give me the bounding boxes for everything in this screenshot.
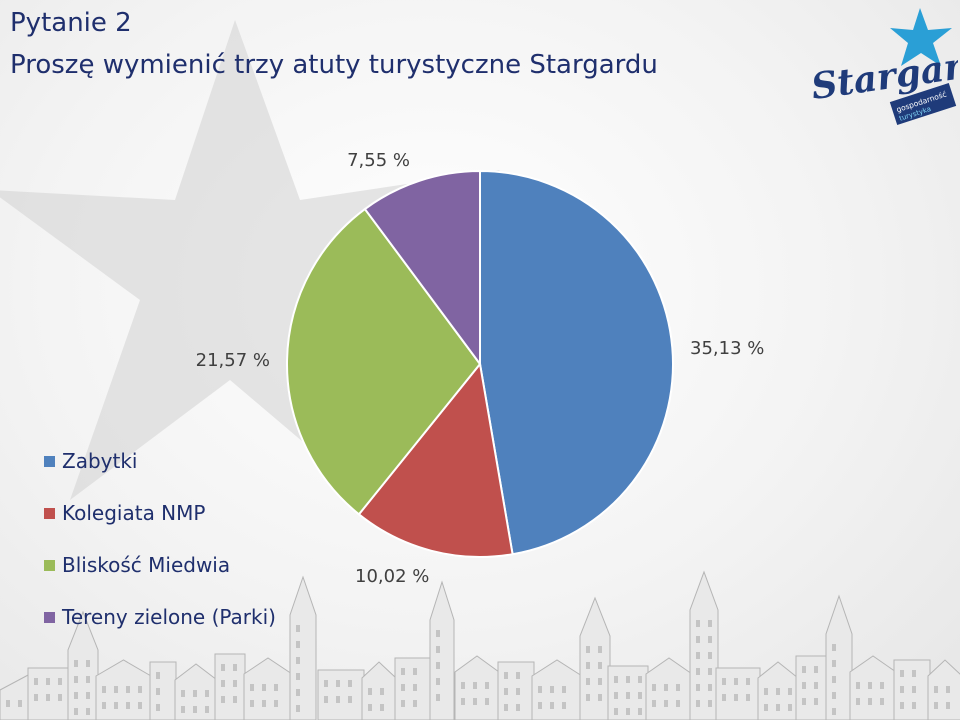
legend-label: Zabytki <box>62 449 138 473</box>
legend-item-2: Kolegiata NMP <box>44 500 276 526</box>
pie-data-label-2: 10,02 % <box>355 566 429 587</box>
legend-label: Bliskość Miedwia <box>62 553 231 577</box>
pie-slice-1 <box>479 169 674 556</box>
pie-slice-3 <box>286 207 482 516</box>
legend-swatch <box>44 611 55 623</box>
pie-data-label-4: 7,55 % <box>347 150 410 171</box>
pie-data-label-3: 21,57 % <box>196 350 270 371</box>
legend-item-3: Bliskość Miedwia <box>44 552 276 578</box>
legend-item-4: Tereny zielone (Parki) <box>44 604 276 630</box>
pie-slice-2 <box>357 361 514 559</box>
legend-swatch <box>44 455 55 467</box>
pie-slice-4 <box>363 169 481 368</box>
legend-label: Tereny zielone (Parki) <box>62 605 276 629</box>
pie-data-label-1: 35,13 % <box>690 338 764 359</box>
slide-subtitle: Proszę wymienić trzy atuty turystyczne S… <box>10 50 658 80</box>
slide-title: Pytanie 2 <box>10 8 132 38</box>
legend-swatch <box>44 559 55 571</box>
legend-swatch <box>44 507 55 519</box>
logo-star-icon <box>890 8 952 66</box>
chart-legend: Zabytki Kolegiata NMP Bliskość Miedwia Tere… <box>44 448 276 656</box>
stargard-logo: Stargard gospodarność turystyka <box>809 8 958 125</box>
legend-item-1: Zabytki <box>44 448 276 474</box>
legend-label: Kolegiata NMP <box>62 501 206 525</box>
